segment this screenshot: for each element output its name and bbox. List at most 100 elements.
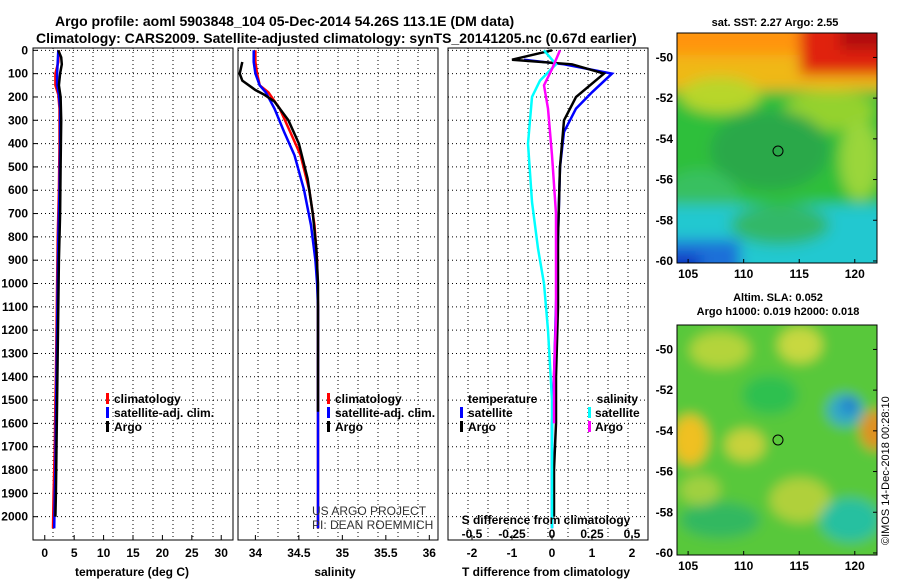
y-tick-label: 900	[8, 253, 28, 267]
difference-xlabel-top: S difference from climatology	[462, 513, 631, 527]
map-x-tick-label: 105	[678, 267, 698, 281]
x-tick-label: 34.5	[287, 546, 311, 560]
x-tick-label: 36	[423, 546, 437, 560]
y-tick-label: 800	[8, 230, 28, 244]
legend-s-argo-swatch	[588, 421, 591, 432]
y-tick-label: 1900	[1, 486, 28, 500]
title-line-2: Climatology: CARS2009. Satellite-adjuste…	[36, 30, 637, 46]
map-x-tick-label: 120	[845, 267, 865, 281]
difference-xlabel: T difference from climatology	[462, 565, 630, 579]
x-tick-label: 25	[185, 546, 199, 560]
legend-satellite-swatch	[106, 407, 109, 418]
map-y-tick-label: -58	[656, 213, 674, 227]
credit-text: ©IMOS 14-Dec-2018 00:28:10	[880, 396, 892, 545]
x-tick-label: 20	[156, 546, 170, 560]
map-y-tick-label: -56	[656, 173, 674, 187]
title-line-1: Argo profile: aoml 5903848_104 05-Dec-20…	[55, 13, 514, 29]
salinity-xlabel: salinity	[314, 565, 356, 579]
y-tick-label: 1800	[1, 463, 28, 477]
sst-map-frame	[676, 32, 878, 264]
map-y-tick-label: -54	[656, 132, 674, 146]
map-y-tick-label: -52	[656, 383, 674, 397]
sst-map: 105 110 115 120 -50 -52 -54 -56 -58 -60	[656, 32, 878, 281]
map-y-tick-label: -58	[656, 505, 674, 519]
map-x-tick-label: 120	[845, 559, 865, 573]
sla-map: 105 110 115 120 -50 -52 -54 -56 -58 -60	[656, 324, 878, 573]
series-line-argo	[238, 61, 320, 412]
map-x-tick-label: 110	[734, 559, 754, 573]
salinity-frame	[237, 47, 439, 541]
legend-argo: Argo	[335, 420, 363, 434]
legend-t-satellite: satellite	[468, 406, 513, 420]
watermark-line-2: PI: DEAN ROEMMICH	[312, 518, 433, 532]
y-tick-label: 700	[8, 207, 28, 221]
y-tick-label: 1200	[1, 323, 28, 337]
watermark-line-1: US ARGO PROJECT	[312, 504, 427, 518]
legend-s-argo: Argo	[595, 420, 623, 434]
x-tick-label: 2	[629, 546, 636, 560]
argo-location-marker	[772, 434, 784, 446]
legend-t-argo-swatch	[460, 421, 463, 432]
x-tick-label: 35	[336, 546, 350, 560]
map-y-tick-label: -56	[656, 465, 674, 479]
map-y-tick-label: -50	[656, 50, 674, 64]
legend-argo-swatch	[327, 421, 330, 432]
sst-map-title: sat. SST: 2.27 Argo: 2.55	[712, 17, 839, 29]
y-tick-label: 1000	[1, 277, 28, 291]
y-tick-label: 1600	[1, 416, 28, 430]
legend-s-satellite-swatch	[588, 407, 591, 418]
x-tick-label: 35.5	[374, 546, 398, 560]
y-tick-label: 1300	[1, 346, 28, 360]
sla-field	[677, 325, 877, 555]
salinity-legend: climatology satellite-adj. clim. Argo	[327, 392, 435, 434]
argo-location-marker	[772, 145, 784, 157]
x-tick-label: 5	[71, 546, 78, 560]
difference-legend: temperature satellite Argo salinity sate…	[460, 392, 640, 434]
temperature-xlabel: temperature (deg C)	[75, 565, 189, 579]
map-y-tick-label: -50	[656, 342, 674, 356]
map-y-tick-label: -54	[656, 424, 674, 438]
legend-climatology: climatology	[114, 392, 181, 406]
y-tick-label: 1700	[1, 440, 28, 454]
series-line-t-satellite	[523, 58, 615, 529]
legend-climatology-swatch	[106, 393, 109, 404]
y-tick-label: 600	[8, 183, 28, 197]
x-tick-label: 34	[249, 546, 263, 560]
series-line-s-argo	[542, 49, 562, 424]
y-tick-label: 100	[8, 67, 28, 81]
sst-field	[677, 33, 877, 263]
s-tick-label: 0.25	[580, 527, 604, 541]
legend-satellite: satellite-adj. clim.	[335, 406, 435, 420]
x-tick-label: 0	[41, 546, 48, 560]
map-y-tick-label: -52	[656, 91, 674, 105]
y-tick-label: 500	[8, 160, 28, 174]
temperature-panel: 0100200300400500600700800900100011001200…	[1, 43, 234, 579]
series-line-argo	[54, 49, 64, 517]
map-x-tick-label: 110	[734, 267, 754, 281]
map-x-tick-label: 105	[678, 559, 698, 573]
x-tick-label: 15	[126, 546, 140, 560]
x-tick-label: -1	[507, 546, 518, 560]
x-tick-label: 0	[549, 546, 556, 560]
series-line-climatology	[254, 50, 320, 529]
legend-satellite-swatch	[327, 407, 330, 418]
sla-map-title-1: Altim. SLA: 0.052	[733, 292, 823, 304]
sla-map-title-2: Argo h1000: 0.019 h2000: 0.018	[697, 306, 860, 318]
y-tick-label: 1100	[2, 300, 28, 314]
s-tick-label: 0	[549, 527, 556, 541]
y-tick-label: 200	[8, 90, 28, 104]
legend-climatology: climatology	[335, 392, 402, 406]
y-tick-label: 400	[8, 137, 28, 151]
legend-t-argo: Argo	[468, 420, 496, 434]
y-tick-label: 1400	[1, 370, 28, 384]
map-y-tick-label: -60	[656, 546, 674, 560]
x-tick-label: -2	[467, 546, 478, 560]
legend-climatology-swatch	[327, 393, 330, 404]
s-tick-label: -0.25	[498, 527, 526, 541]
difference-panel: -2 -1 0 1 2 -0.5 -0.25 0 0.25 0.5 T difference f…	[447, 47, 649, 579]
temperature-frame	[32, 47, 234, 541]
series-line-s-satellite	[526, 49, 558, 529]
map-x-tick-label: 115	[790, 267, 810, 281]
salinity-panel: 34 34.5 35 35.5 36 salinity	[237, 47, 439, 579]
